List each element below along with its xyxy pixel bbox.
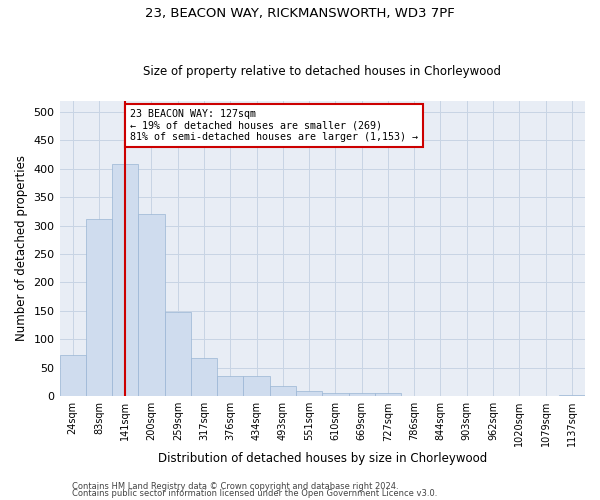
Bar — [322, 394, 349, 396]
Bar — [59, 354, 86, 396]
Bar — [86, 219, 112, 396]
Text: Contains public sector information licensed under the Open Government Licence v3: Contains public sector information licen… — [72, 489, 437, 498]
Bar — [191, 358, 217, 396]
Bar — [164, 312, 191, 396]
Y-axis label: Number of detached properties: Number of detached properties — [15, 156, 28, 342]
X-axis label: Distribution of detached houses by size in Chorleywood: Distribution of detached houses by size … — [158, 452, 487, 465]
Text: 23 BEACON WAY: 127sqm
← 19% of detached houses are smaller (269)
81% of semi-det: 23 BEACON WAY: 127sqm ← 19% of detached … — [130, 109, 418, 142]
Text: 23, BEACON WAY, RICKMANSWORTH, WD3 7PF: 23, BEACON WAY, RICKMANSWORTH, WD3 7PF — [145, 8, 455, 20]
Title: Size of property relative to detached houses in Chorleywood: Size of property relative to detached ho… — [143, 66, 501, 78]
Text: Contains HM Land Registry data © Crown copyright and database right 2024.: Contains HM Land Registry data © Crown c… — [72, 482, 398, 491]
Bar — [244, 376, 270, 396]
Bar — [270, 386, 296, 396]
Bar — [217, 376, 244, 396]
Bar — [375, 393, 401, 396]
Bar — [349, 394, 375, 396]
Bar — [112, 164, 139, 396]
Bar — [296, 390, 322, 396]
Bar — [559, 394, 585, 396]
Bar — [139, 214, 164, 396]
